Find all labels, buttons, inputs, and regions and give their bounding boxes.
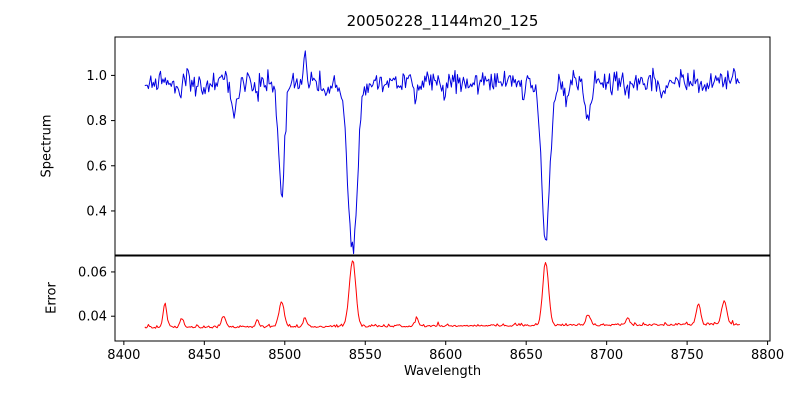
error-line — [144, 260, 740, 329]
spectrum-y-tick-label: 0.8 — [86, 114, 107, 129]
spectrum-line — [144, 50, 741, 255]
spectrum-panel-frame — [114, 36, 771, 256]
error-panel-frame — [114, 255, 771, 342]
x-tick-label: 8500 — [268, 348, 301, 363]
y-axis-label-error: Error — [44, 282, 60, 314]
x-axis-label: Wavelength — [403, 364, 482, 379]
spectrum-y-tick-label: 0.4 — [86, 204, 107, 219]
spectrum-y-tick-label: 1.0 — [86, 69, 107, 84]
x-tick-label: 8700 — [590, 348, 623, 363]
x-tick-label: 8650 — [510, 348, 543, 363]
x-tick-label: 8750 — [671, 348, 704, 363]
y-axis-label-spectrum: Spectrum — [39, 114, 55, 178]
chart-title: 20050228_1144m20_125 — [346, 12, 539, 30]
spectrum-y-tick-label: 0.6 — [86, 159, 107, 174]
error-y-tick-label: 0.06 — [78, 265, 107, 280]
error-y-tick-label: 0.04 — [78, 310, 107, 325]
x-tick-label: 8600 — [429, 348, 462, 363]
x-tick-label: 8400 — [107, 348, 140, 363]
x-tick-label: 8550 — [349, 348, 382, 363]
x-tick-label: 8450 — [188, 348, 221, 363]
x-tick-label: 8800 — [751, 348, 784, 363]
